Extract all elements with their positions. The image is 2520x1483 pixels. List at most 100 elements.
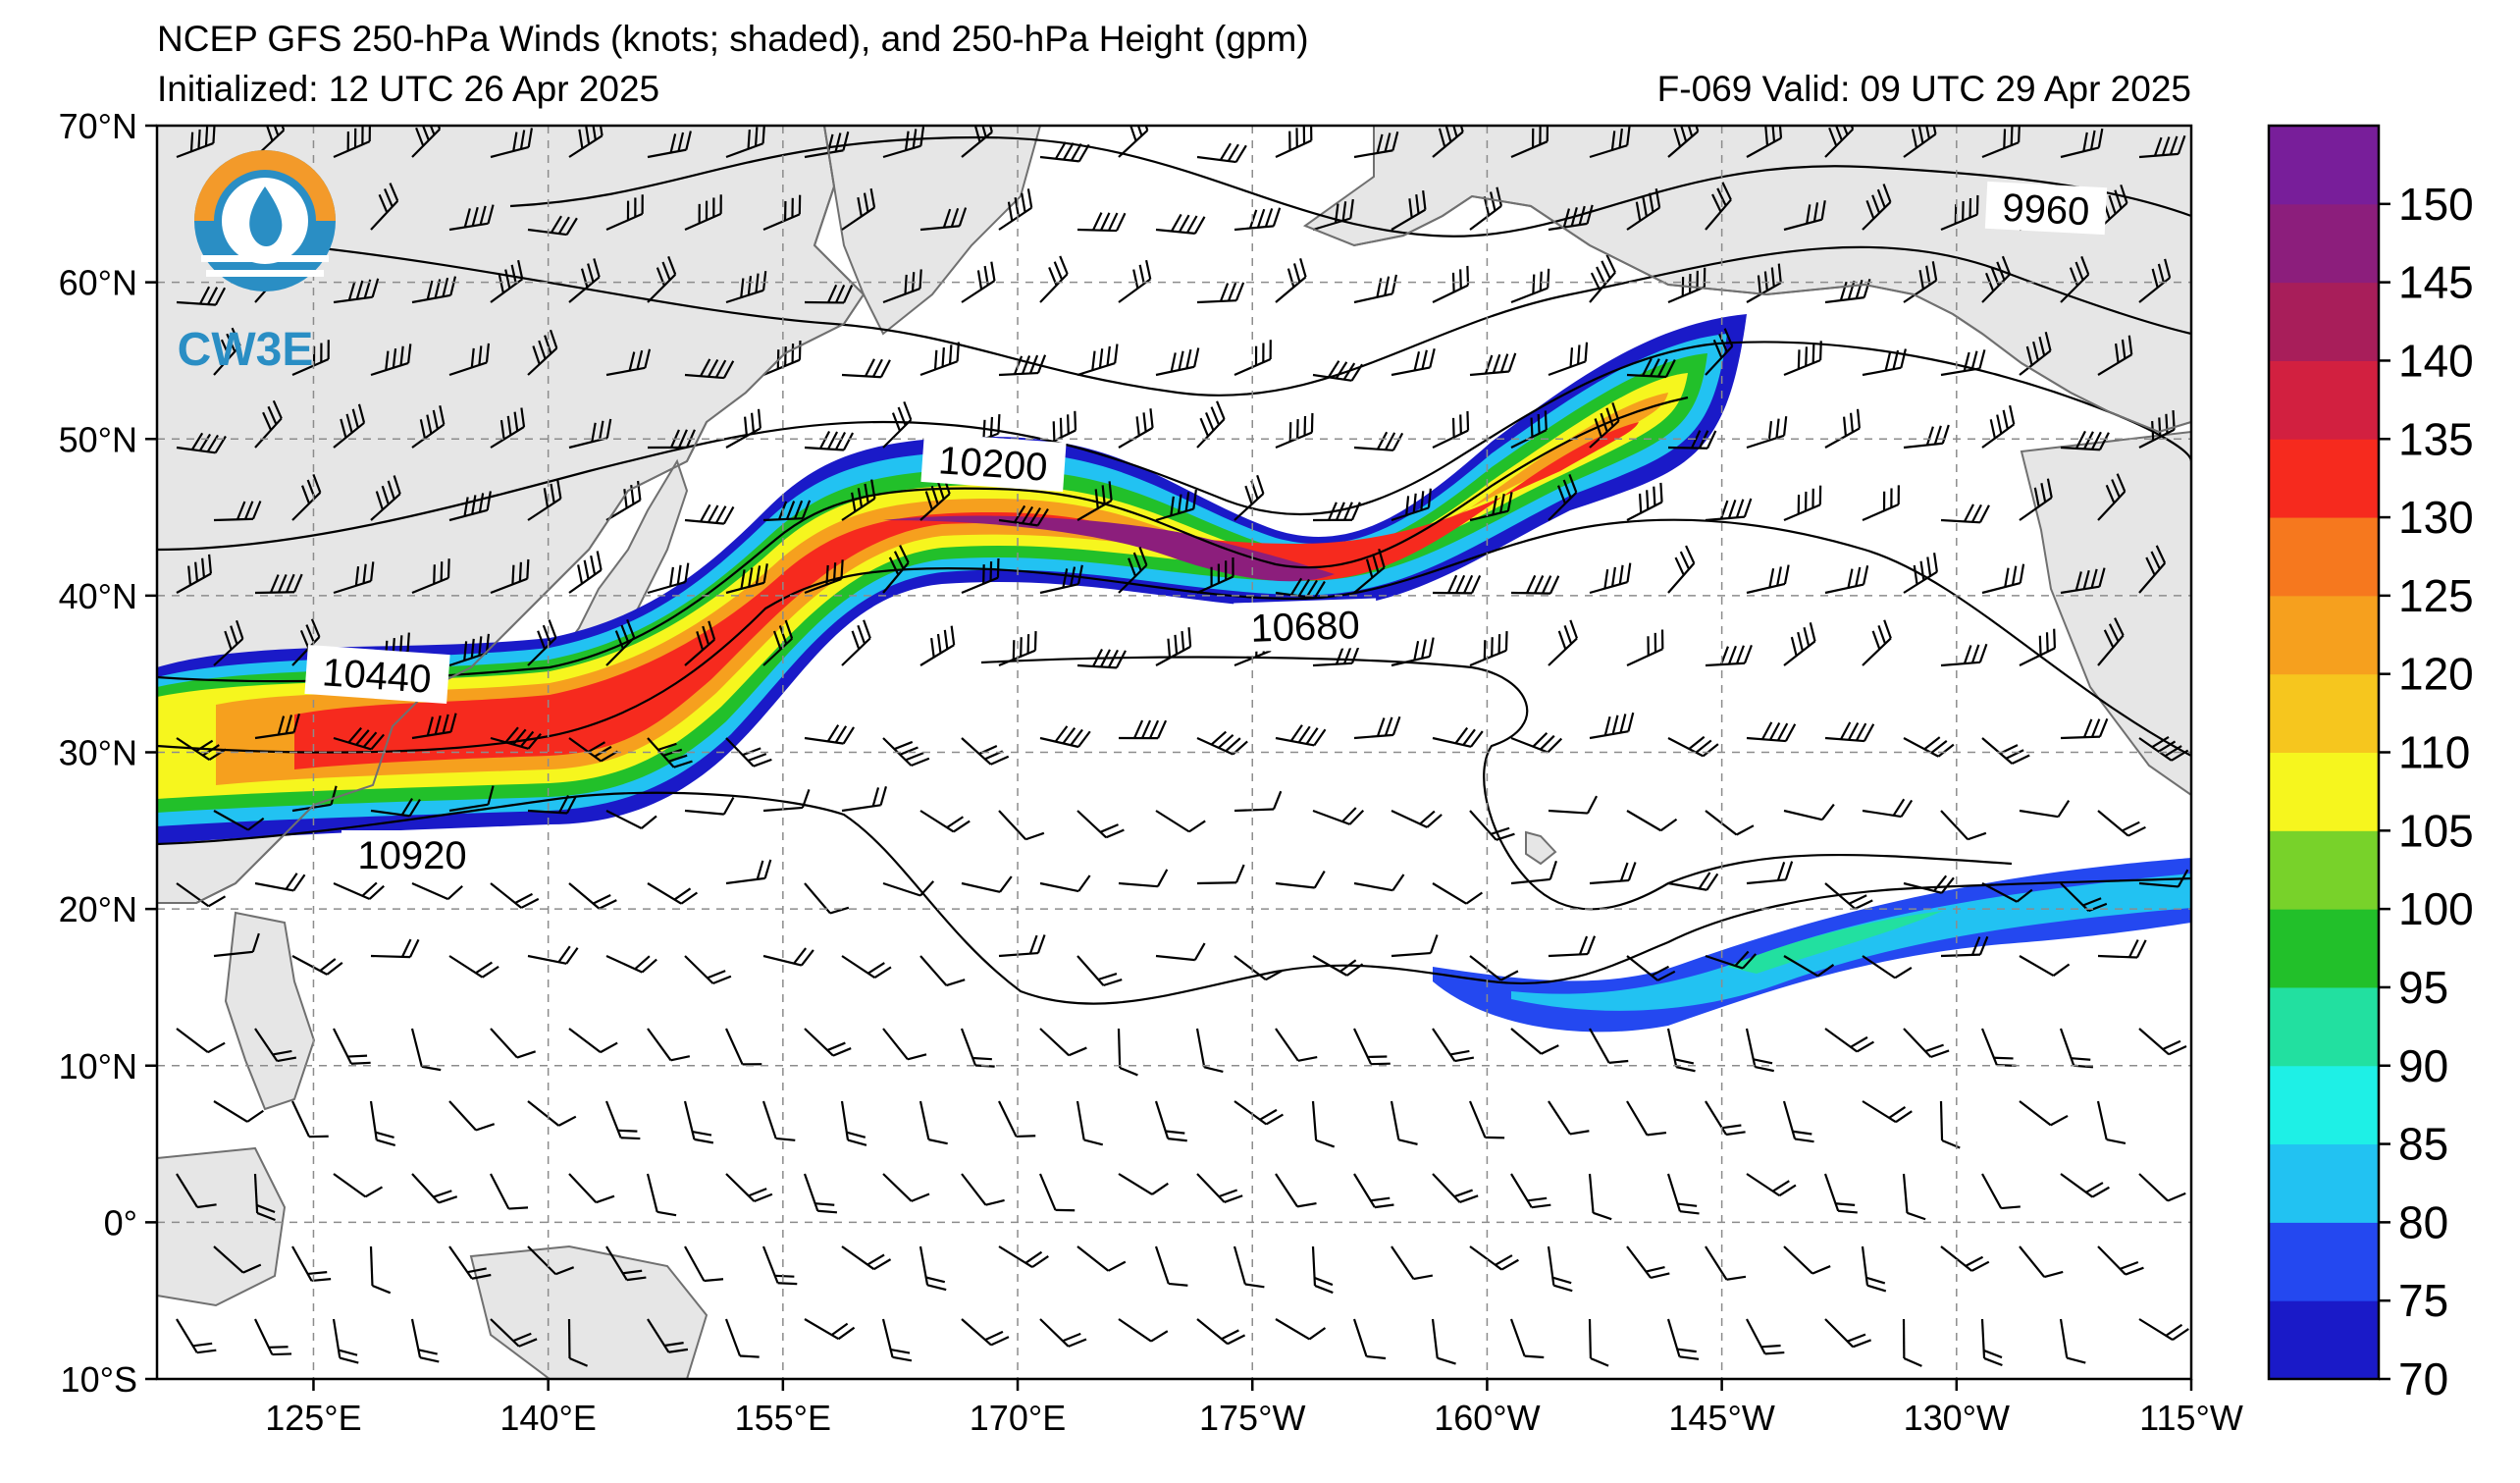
wind-barb [1902,1173,1926,1221]
cw3e-logo-icon: CW3E [178,150,336,376]
wind-barb [176,554,213,594]
wind-barb [411,1173,458,1204]
wind-barb [333,403,366,449]
wind-barb [841,955,892,980]
wind-barb [1510,732,1563,754]
wind-barb [684,955,732,985]
wind-barb [1705,328,1734,376]
contour-central-low [980,656,2013,911]
wind-barb [919,810,971,833]
wind-barb [961,557,1000,595]
wind-barb [490,128,533,159]
wind-barb [1588,1318,1609,1367]
contour-label-10440: 10440 [321,651,433,702]
wind-barb [1940,349,1986,377]
wind-barb [568,258,601,303]
wind-barb [1039,725,1091,749]
wind-barb [1391,637,1435,667]
wind-barb [254,873,306,892]
wind-barb [1510,1028,1559,1055]
coastlines [157,126,2191,904]
wind-barb [762,194,802,232]
wind-barb [882,545,910,594]
wind-barb [527,945,579,965]
wind-barb [2060,1173,2110,1198]
wind-barb [2019,628,2057,666]
wind-barb [1076,1100,1104,1146]
lat-tick-label: 10°S [61,1359,137,1400]
wind-barb [919,625,956,666]
cw3e-logo-text: CW3E [178,324,314,376]
colorbar-label: 80 [2398,1196,2448,1247]
wind-barb [762,500,812,522]
wind-barb [1118,1173,1169,1195]
wind-barb [1275,870,1326,889]
wind-barb [1746,1173,1797,1197]
wind-barb [1468,1100,1505,1139]
wind-barb [1510,268,1550,304]
wind-barb [527,1245,575,1276]
wind-barb [1155,942,1206,962]
wind-barb [1783,803,1835,821]
wind-barb [1824,278,1871,304]
height-contours [157,135,2191,1005]
wind-barb [291,955,343,976]
wind-barb [176,1028,226,1054]
wind-barb [333,561,375,595]
wind-barb [176,737,227,762]
wind-barb [2138,545,2167,594]
wind-barb [1196,282,1245,304]
wind-barb [1548,204,1594,232]
wind-barb [370,475,401,521]
wind-barb [1666,1173,1700,1215]
wind-barb [1589,126,1631,159]
logo-wave-2 [206,270,324,277]
wind-barb [1824,565,1869,595]
wind-barb [1353,274,1397,304]
wind-barb [1196,556,1234,595]
wind-barb [1039,1028,1087,1057]
wind-barb [882,880,935,897]
hawaii [1525,830,1557,866]
wind-barb [725,859,772,885]
wind-barb [448,785,495,813]
wind-barb [1233,1245,1265,1289]
wind-barb [684,796,735,816]
wind-barb [1038,1173,1076,1212]
wind-barb [1940,503,1990,524]
lat-tick-label: 20°N [59,889,137,929]
borneo [157,1146,287,1307]
wind-barb [1352,1318,1387,1360]
lon-tick-label: 175°W [1199,1398,1305,1438]
wind-barb [1783,200,1826,232]
wind-barb [2019,1100,2069,1127]
wind-barb [605,618,636,666]
wind-barb [1234,955,1284,981]
wind-barb [1117,1028,1138,1077]
wind-barb [2019,955,2071,978]
wind-barb [254,399,283,449]
wind-barb [1705,810,1755,836]
wind-barb [1824,1318,1872,1349]
label-box-10200 [920,433,1067,493]
wind-barb [605,954,657,974]
wind-barb [1312,807,1365,825]
wind-barb [568,882,617,910]
wind-barb [841,1245,892,1271]
wind-barb [882,1173,930,1202]
wind-barb [841,358,891,379]
wind-barb [1275,1028,1318,1062]
lat-tick-label: 30°N [59,733,137,773]
colorbar-label: 75 [2398,1275,2448,1326]
initialized-time: Initialized: 12 UTC 26 Apr 2025 [157,69,659,109]
wind-barb [2097,1245,2144,1276]
colorbar-label: 70 [2398,1353,2448,1404]
wind-barb [333,881,385,900]
wind-barb [1432,410,1470,449]
wind-barb [1196,1173,1243,1203]
wind-barb [2138,410,2176,449]
colorbar-label: 140 [2398,335,2474,386]
wind-barb [1039,1318,1087,1348]
wind-speed-shading [157,314,2191,1033]
contour-labels: 9960 10200 10440 10680 10920 [304,181,2108,879]
